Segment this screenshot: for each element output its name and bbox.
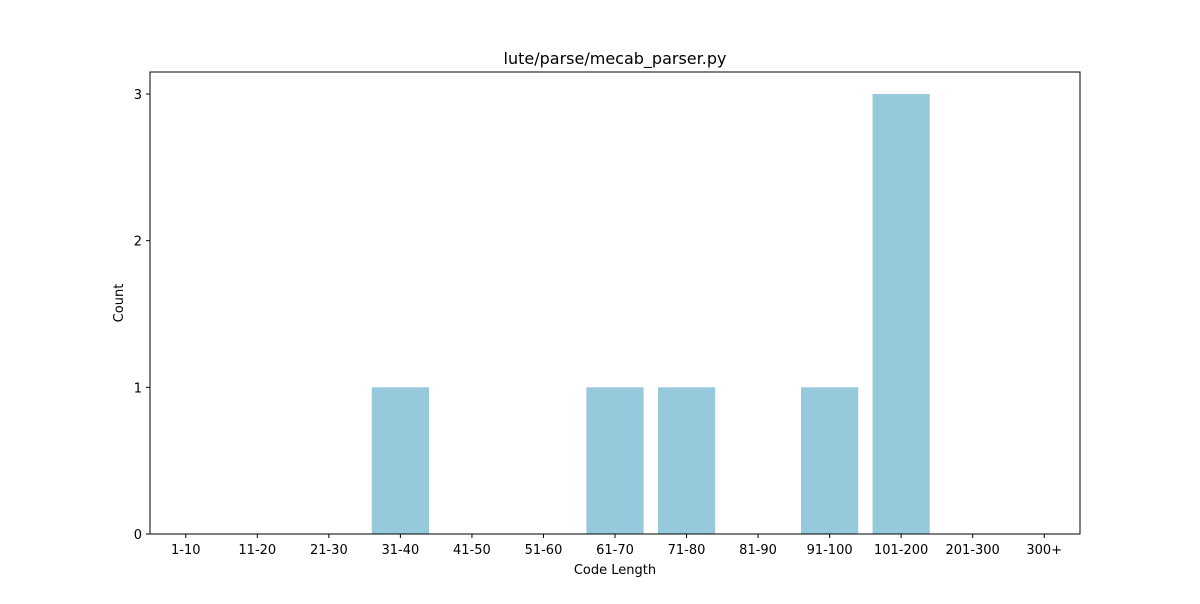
x-tick-label: 71-80 bbox=[668, 543, 706, 558]
bar-91-100 bbox=[801, 387, 859, 534]
y-tick-label: 2 bbox=[134, 235, 142, 250]
bars-layer bbox=[371, 94, 930, 534]
bar-101-200 bbox=[872, 94, 930, 534]
x-axis-ticks: 1-10 11-20 21-30 31-40 41-50 51-60 61-70 71-80 8… bbox=[171, 534, 1062, 558]
y-tick-label: 0 bbox=[134, 528, 142, 543]
x-tick-label: 21-30 bbox=[310, 543, 348, 558]
x-tick-label: 51-60 bbox=[525, 543, 563, 558]
x-axis-title: Code Length bbox=[574, 563, 656, 578]
x-tick-label: 11-20 bbox=[238, 543, 276, 558]
y-tick-label: 3 bbox=[134, 88, 142, 103]
chart-title: lute/parse/mecab_parser.py bbox=[504, 49, 727, 69]
x-tick-label: 1-10 bbox=[171, 543, 201, 558]
x-tick-label: 41-50 bbox=[453, 543, 491, 558]
x-tick-label: 91-100 bbox=[807, 543, 853, 558]
x-tick-label: 201-300 bbox=[946, 543, 1000, 558]
bar-71-80 bbox=[657, 387, 716, 534]
x-tick-label: 101-200 bbox=[874, 543, 928, 558]
x-tick-label: 61-70 bbox=[596, 543, 634, 558]
bar-31-40 bbox=[371, 387, 429, 534]
y-tick-label: 1 bbox=[134, 381, 142, 396]
x-tick-label: 31-40 bbox=[381, 543, 419, 558]
bar-61-70 bbox=[586, 387, 644, 534]
y-axis-ticks: 0 1 2 3 bbox=[134, 88, 150, 543]
x-tick-label: 300+ bbox=[1026, 543, 1062, 558]
x-tick-label: 81-90 bbox=[739, 543, 777, 558]
y-axis-title: Count bbox=[112, 284, 127, 323]
